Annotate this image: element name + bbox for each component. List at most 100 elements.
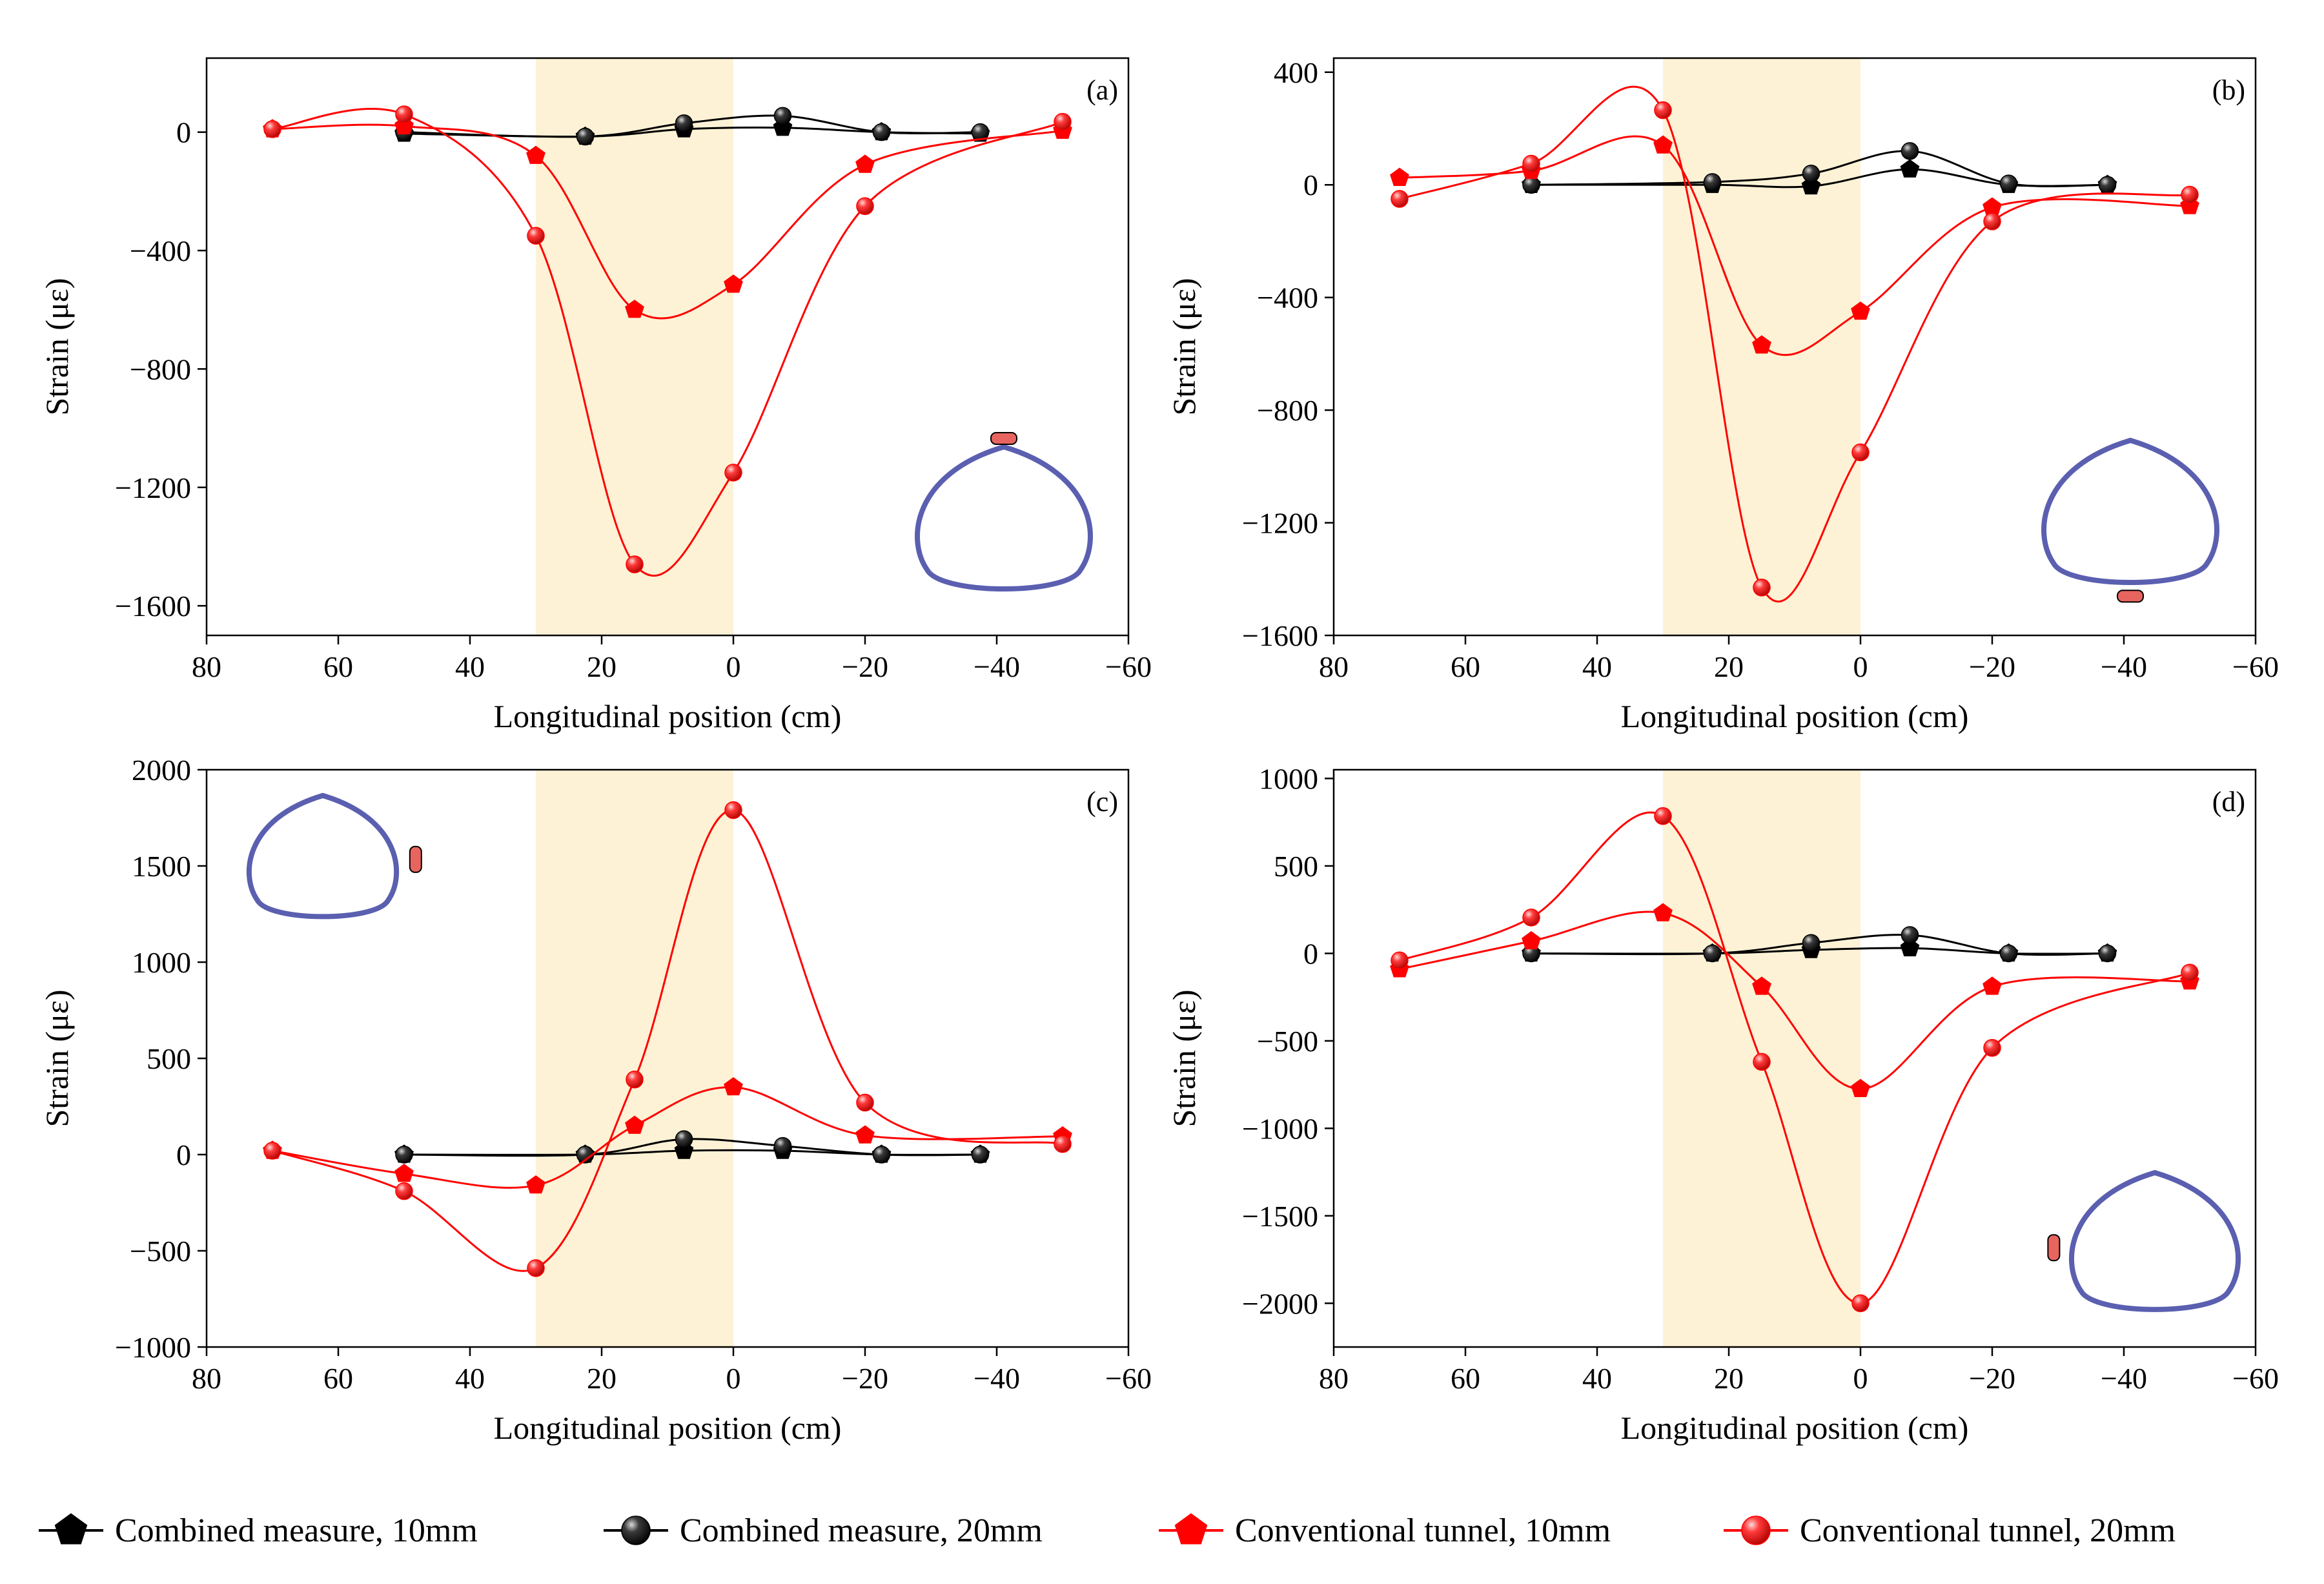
y-axis-title: Strain (με) [39, 989, 75, 1127]
legend-marker [1174, 1513, 1208, 1545]
data-point [625, 1115, 644, 1134]
data-point [2181, 185, 2199, 204]
x-tick-label: 0 [726, 1362, 741, 1395]
legend-item-2: Combined measure, 20mm [604, 1512, 1043, 1549]
data-point [2098, 176, 2117, 194]
y-tick-label: −400 [1257, 282, 1318, 314]
data-point [1391, 951, 1409, 970]
x-tick-label: 20 [1714, 650, 1744, 683]
data-point [1851, 1078, 1870, 1097]
x-tick-label: 60 [323, 1362, 353, 1395]
strain-gauge-marker [409, 845, 422, 873]
data-point [1900, 938, 1920, 956]
series-conventional-tunnel-20mm [1391, 85, 2199, 602]
x-tick-label: 20 [587, 1362, 617, 1395]
x-tick-label: 60 [323, 650, 353, 683]
series-conventional-tunnel-20mm [263, 801, 1072, 1277]
tunnel-cross-section-inset [246, 792, 422, 920]
chart-panel-b: 80 60 40 20 0 −20 −40 −60 400 0 −400 −800 −1200 −1600… [1166, 56, 2279, 734]
data-point [855, 154, 875, 173]
data-point [263, 1142, 281, 1160]
data-point [395, 1182, 413, 1200]
data-point [1983, 212, 2001, 231]
shaded-region [536, 58, 733, 635]
data-point [773, 1137, 792, 1155]
data-point [394, 1164, 414, 1182]
x-tick-label: 60 [1451, 1362, 1480, 1395]
data-point [1522, 154, 1540, 173]
data-point [395, 1146, 413, 1164]
y-tick-label: −800 [1257, 394, 1318, 427]
y-tick-label: −400 [130, 234, 191, 267]
x-tick-label: 80 [192, 1362, 221, 1395]
y-tick-label: −1500 [1242, 1200, 1318, 1233]
data-point [1654, 807, 1672, 825]
data-point [1802, 934, 1820, 952]
data-point [1999, 944, 2018, 963]
y-tick-label: −1000 [115, 1331, 191, 1364]
data-point [856, 197, 874, 215]
y-axis-title: Strain (με) [1166, 989, 1202, 1127]
legend-label: Conventional tunnel, 10mm [1235, 1512, 1611, 1549]
data-point [724, 1077, 743, 1096]
x-axis-title: Longitudinal position (cm) [494, 1410, 842, 1446]
data-point [1901, 926, 1919, 944]
y-tick-label: −1200 [1242, 507, 1318, 540]
y-tick-label: 2000 [132, 754, 191, 787]
x-tick-label: −60 [1105, 650, 1152, 683]
x-tick-label: 80 [1319, 1362, 1349, 1395]
x-tick-label: −20 [842, 1362, 888, 1395]
x-tick-label: −20 [842, 650, 888, 683]
panel-label: (c) [1086, 786, 1118, 818]
strain-gauge-marker [2117, 590, 2144, 603]
x-tick-label: 60 [1451, 650, 1480, 683]
legend: Combined measure, 10mm Combined measure, … [39, 1512, 2176, 1549]
series-combined-measure-20mm [1522, 926, 2117, 963]
data-point [1522, 931, 1541, 950]
y-tick-label: −500 [1257, 1025, 1318, 1058]
strain-gauge-marker [2047, 1234, 2061, 1262]
data-point [1653, 903, 1673, 921]
data-point [1851, 301, 1870, 320]
data-point [1654, 101, 1672, 119]
data-point [1752, 335, 1771, 354]
series-combined-measure-20mm [1522, 142, 2117, 194]
data-point [675, 1130, 693, 1148]
panel-label: (a) [1086, 74, 1118, 106]
data-point [1054, 1135, 1072, 1153]
y-tick-label: −1000 [1242, 1112, 1318, 1145]
legend-label: Combined measure, 10mm [115, 1512, 478, 1549]
tunnel-outline [2041, 437, 2219, 585]
x-tick-label: −60 [2232, 1362, 2279, 1395]
data-point [527, 227, 545, 245]
data-point [1900, 159, 1920, 178]
data-point [724, 274, 743, 293]
data-point [856, 1093, 874, 1112]
y-tick-label: −1600 [115, 590, 191, 622]
x-tick-label: 20 [587, 650, 617, 683]
y-tick-label: −1200 [115, 471, 191, 504]
x-tick-label: 80 [1319, 650, 1349, 683]
x-tick-label: −20 [1969, 1362, 2015, 1395]
data-point [773, 107, 792, 125]
data-point [1851, 1294, 1870, 1313]
y-axis-title: Strain (με) [1166, 278, 1202, 415]
x-tick-label: −60 [1105, 1362, 1152, 1395]
y-tick-label: −800 [130, 353, 191, 386]
data-point [395, 105, 413, 123]
data-point [1851, 443, 1870, 462]
legend-label: Combined measure, 20mm [680, 1512, 1043, 1549]
data-point [526, 1175, 545, 1194]
tunnel-outline [246, 792, 400, 920]
x-tick-label: 0 [726, 650, 741, 683]
data-point [971, 1146, 990, 1164]
data-point [1753, 579, 1771, 597]
series-combined-measure-20mm [395, 1130, 990, 1164]
tunnel-outline [2069, 1169, 2241, 1312]
tunnel-outline [915, 444, 1093, 591]
chart-panel-a: 80 60 40 20 0 −20 −40 −60 0 −400 −800 −1200 −1600 Lon… [39, 57, 1152, 734]
y-tick-label: −500 [130, 1235, 191, 1268]
data-point [2098, 944, 2117, 963]
x-tick-label: 0 [1853, 650, 1868, 683]
